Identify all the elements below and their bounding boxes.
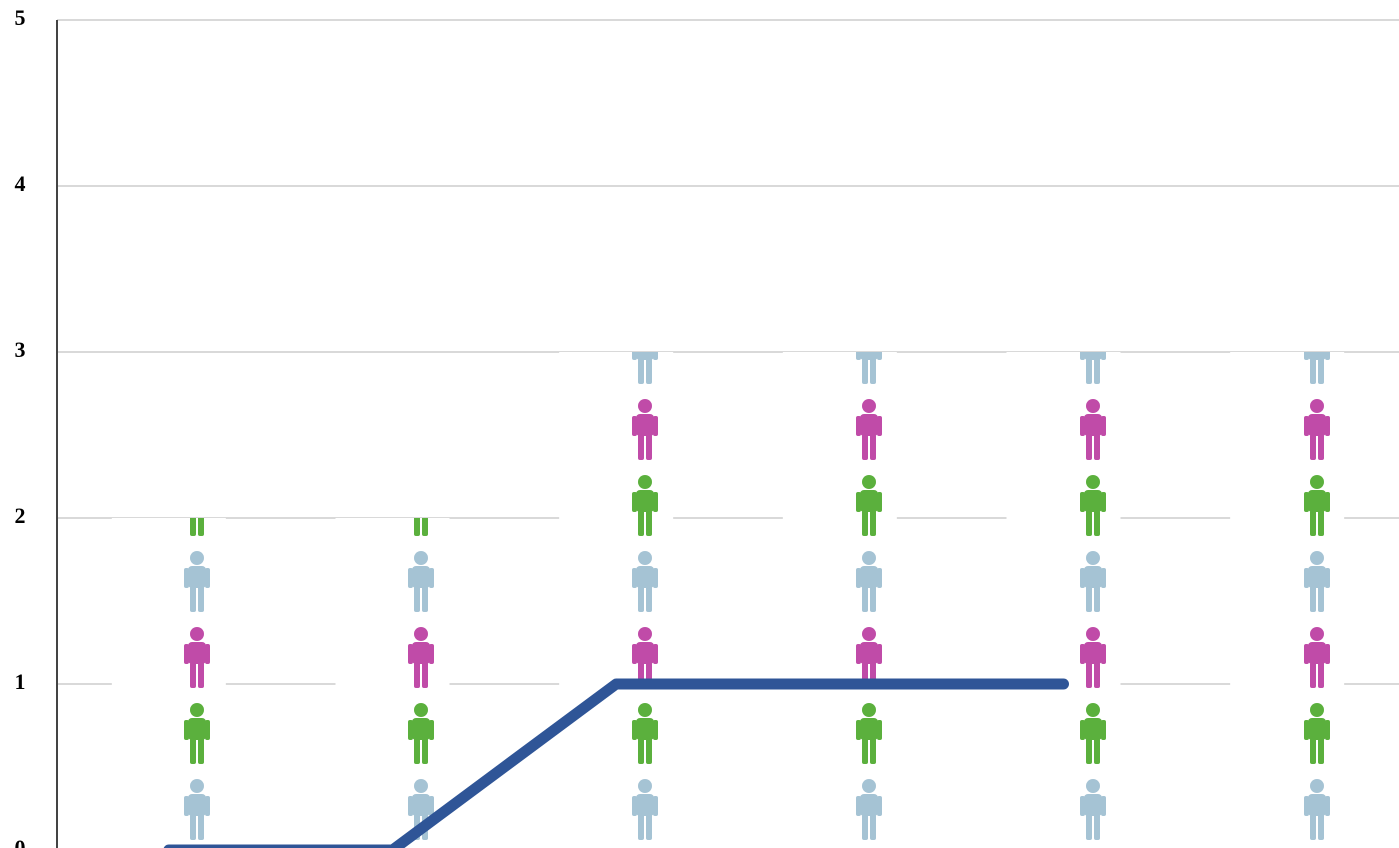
- y-tick-label: 5: [15, 5, 26, 30]
- bar: [1007, 352, 1121, 848]
- bar: [559, 352, 673, 848]
- bar: [783, 352, 897, 848]
- y-tick-label: 3: [15, 337, 26, 362]
- y-tick-label: 4: [15, 171, 26, 196]
- y-tick-label: 1: [15, 669, 26, 694]
- chart: 0 1 2 3 4 5: [0, 0, 1399, 848]
- bar: [112, 518, 226, 848]
- y-tick-label: 0: [15, 835, 26, 848]
- bar: [1230, 352, 1344, 848]
- bar: [336, 518, 450, 848]
- y-tick-label: 2: [15, 503, 26, 528]
